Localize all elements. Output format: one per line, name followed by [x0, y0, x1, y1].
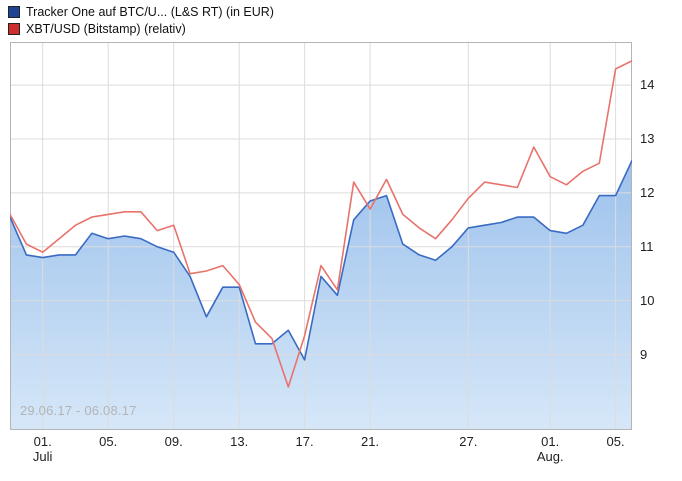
- x-axis-label: 21.: [361, 434, 380, 449]
- chart-watermark-date-range: 29.06.17 - 06.08.17: [20, 403, 137, 418]
- x-axis-label: 17.: [295, 434, 314, 449]
- y-axis-label: 13: [640, 131, 655, 146]
- y-axis-label: 12: [640, 184, 655, 200]
- y-axis-label: 9: [640, 346, 648, 362]
- x-axis-label: 01.: [541, 434, 560, 449]
- x-axis-label: 13.: [230, 434, 249, 449]
- legend-item-xbtusd: XBT/USD (Bitstamp) (relativ): [8, 20, 274, 37]
- chart-canvas: [10, 42, 632, 430]
- x-axis-month-label: Juli: [32, 449, 53, 464]
- legend-item-tracker: Tracker One auf BTC/U... (L&S RT) (in EU…: [8, 3, 274, 20]
- y-axis-label: 11: [640, 238, 654, 254]
- x-axis-label: 01.: [33, 434, 52, 449]
- x-axis-label: 05.: [606, 434, 625, 449]
- x-axis-label: 09.: [164, 434, 183, 449]
- chart-plot-area: [10, 42, 632, 430]
- x-axis-label: 05.: [99, 434, 118, 449]
- legend-label: Tracker One auf BTC/U... (L&S RT) (in EU…: [26, 4, 274, 19]
- x-axis-label: 27.: [459, 434, 478, 449]
- y-axis-label: 10: [640, 292, 655, 308]
- chart-legend: Tracker One auf BTC/U... (L&S RT) (in EU…: [8, 3, 274, 37]
- y-axis-label: 14: [640, 77, 655, 93]
- legend-label: XBT/USD (Bitstamp) (relativ): [26, 21, 186, 36]
- legend-swatch-blue-icon: [8, 5, 20, 18]
- legend-swatch-red-icon: [8, 22, 20, 35]
- x-axis-month-label: Aug.: [536, 449, 564, 464]
